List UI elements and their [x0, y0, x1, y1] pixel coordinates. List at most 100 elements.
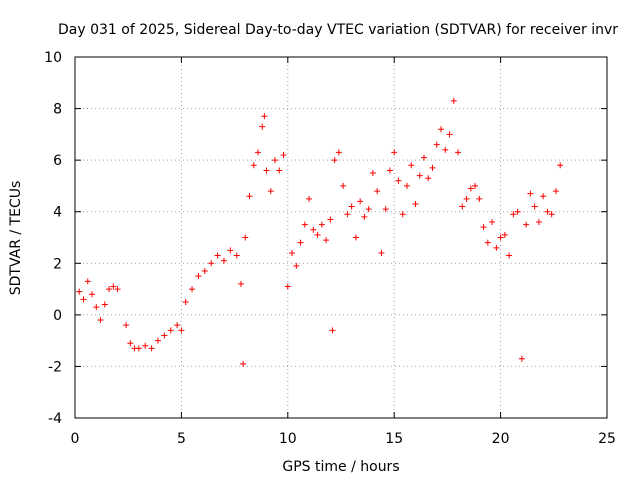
data-point — [361, 213, 368, 220]
data-point — [408, 162, 415, 169]
data-point — [233, 252, 240, 259]
x-tick-label: 20 — [492, 431, 510, 447]
data-point — [391, 149, 398, 156]
data-point — [331, 157, 338, 164]
grid — [75, 57, 607, 418]
data-point — [438, 126, 445, 133]
data-point — [344, 211, 351, 218]
data-point — [459, 203, 466, 210]
data-point — [174, 322, 181, 329]
data-point — [446, 131, 453, 138]
data-point — [357, 198, 364, 205]
data-point — [412, 200, 419, 207]
data-point — [306, 195, 313, 202]
data-point — [195, 273, 202, 280]
data-point — [340, 182, 347, 189]
data-point — [84, 278, 91, 285]
data-point — [123, 322, 130, 329]
data-point — [548, 211, 555, 218]
data-point — [476, 195, 483, 202]
data-point — [467, 185, 474, 192]
x-tick-label: 10 — [279, 431, 297, 447]
data-point — [455, 149, 462, 156]
data-point — [182, 298, 189, 305]
data-point — [531, 203, 538, 210]
data-point — [142, 342, 149, 349]
data-points — [76, 97, 564, 367]
chart-title: Day 031 of 2025, Sidereal Day-to-day VTE… — [58, 22, 618, 38]
data-point — [544, 208, 551, 215]
data-point — [250, 162, 257, 169]
x-axis-label: GPS time / hours — [282, 459, 399, 475]
data-point — [106, 286, 113, 293]
data-point — [97, 317, 104, 324]
data-point — [403, 182, 410, 189]
data-point — [314, 231, 321, 238]
data-point — [255, 149, 262, 156]
x-tick-label: 5 — [177, 431, 186, 447]
data-point — [201, 268, 208, 275]
x-tick-label: 0 — [71, 431, 80, 447]
data-point — [510, 211, 517, 218]
data-point — [382, 206, 389, 213]
data-point — [442, 146, 449, 153]
x-tick-label: 25 — [598, 431, 616, 447]
data-point — [259, 123, 266, 130]
y-tick-label: 8 — [53, 102, 62, 118]
data-point — [189, 286, 196, 293]
data-point — [267, 188, 274, 195]
data-point — [289, 249, 296, 256]
data-point — [378, 249, 385, 256]
data-point — [557, 162, 564, 169]
data-point — [284, 283, 291, 290]
data-point — [301, 221, 308, 228]
data-point — [237, 280, 244, 287]
data-point — [89, 291, 96, 298]
data-point — [552, 188, 559, 195]
data-point — [214, 252, 221, 259]
data-point — [484, 239, 491, 246]
data-point — [374, 188, 381, 195]
data-point — [506, 252, 513, 259]
data-point — [540, 193, 547, 200]
data-point — [240, 360, 247, 367]
data-point — [246, 193, 253, 200]
data-point — [161, 332, 168, 339]
data-point — [416, 172, 423, 179]
data-point — [348, 203, 355, 210]
data-point — [365, 206, 372, 213]
data-point — [280, 151, 287, 158]
data-point — [242, 234, 249, 241]
data-point — [480, 224, 487, 231]
data-point — [76, 288, 83, 295]
data-point — [276, 167, 283, 174]
data-point — [272, 157, 279, 164]
data-point — [501, 231, 508, 238]
y-tick-label: 0 — [53, 308, 62, 324]
data-point — [493, 244, 500, 251]
data-point — [154, 337, 161, 344]
y-tick-label: 2 — [53, 256, 62, 272]
data-point — [369, 170, 376, 177]
data-point — [110, 283, 117, 290]
data-point — [323, 237, 330, 244]
y-tick-label: 10 — [44, 50, 62, 66]
data-point — [497, 234, 504, 241]
data-point — [261, 113, 268, 120]
y-tick-label: -2 — [48, 359, 62, 375]
data-point — [489, 219, 496, 226]
data-point — [425, 175, 432, 182]
data-point — [220, 257, 227, 264]
data-point — [523, 221, 530, 228]
data-point — [335, 149, 342, 156]
y-axis-label: SDTVAR / TECUs — [8, 181, 24, 296]
data-point — [514, 208, 521, 215]
y-tick-label: -4 — [48, 411, 62, 427]
y-tick-label: 4 — [53, 205, 62, 221]
plot-frame — [74, 56, 608, 419]
x-tick-label: 15 — [385, 431, 403, 447]
data-point — [395, 177, 402, 184]
data-point — [318, 221, 325, 228]
data-point — [527, 190, 534, 197]
